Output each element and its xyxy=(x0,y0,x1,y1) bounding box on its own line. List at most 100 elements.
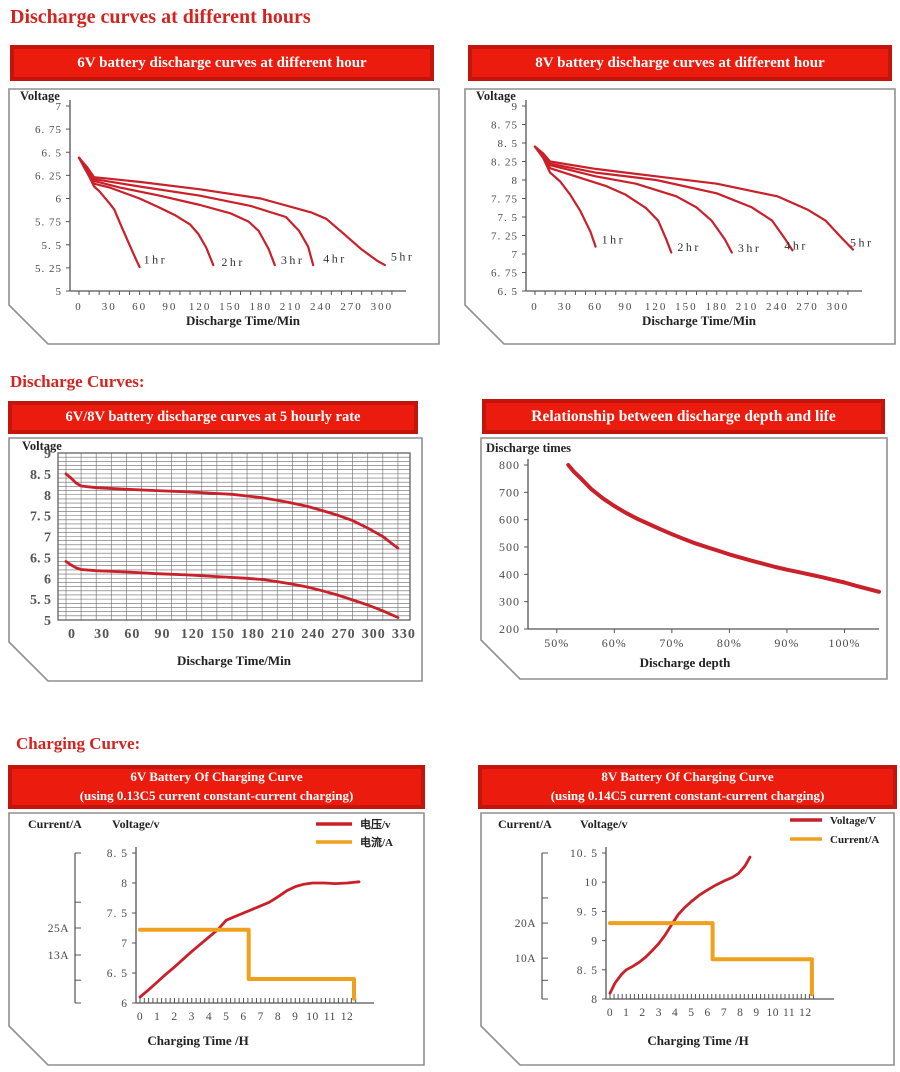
svg-text:6. 5: 6. 5 xyxy=(107,968,128,980)
chart-panel-6v-discharge: 7 6. 75 6. 5 6. 25 6 5. 75 5. 5 5. 25 5 0 30 60 90 12… xyxy=(8,88,440,345)
svg-text:Voltage: Voltage xyxy=(22,439,62,453)
svg-text:10: 10 xyxy=(306,1011,319,1023)
svg-text:9. 5: 9. 5 xyxy=(577,906,598,918)
section-heading-charging-curve: Charging Curve: xyxy=(16,734,141,753)
svg-text:120: 120 xyxy=(645,301,668,313)
svg-text:200: 200 xyxy=(499,622,520,636)
svg-text:8: 8 xyxy=(121,878,128,890)
svg-text:Voltage: Voltage xyxy=(20,89,60,103)
svg-text:20A: 20A xyxy=(515,918,537,930)
svg-text:Discharge depth: Discharge depth xyxy=(640,655,731,670)
svg-text:7: 7 xyxy=(258,1011,264,1023)
svg-text:Discharge times: Discharge times xyxy=(486,441,571,455)
svg-text:60: 60 xyxy=(588,301,603,313)
svg-text:6. 75: 6. 75 xyxy=(35,124,62,136)
chart-header-6v-discharge-label: 6V battery discharge curves at different… xyxy=(77,54,367,71)
svg-text:5hr: 5hr xyxy=(391,249,415,263)
svg-text:1hr: 1hr xyxy=(144,252,168,266)
svg-text:7. 25: 7. 25 xyxy=(491,231,518,243)
svg-text:Voltage: Voltage xyxy=(476,89,516,103)
svg-text:240: 240 xyxy=(766,301,789,313)
svg-text:100%: 100% xyxy=(828,636,860,650)
svg-text:7: 7 xyxy=(512,249,519,261)
chart-header-depth-life: Relationship between discharge depth and… xyxy=(482,399,885,434)
svg-text:Discharge Time/Min: Discharge Time/Min xyxy=(177,653,292,668)
svg-text:8. 5: 8. 5 xyxy=(30,468,51,483)
svg-text:8: 8 xyxy=(275,1011,281,1023)
svg-text:7: 7 xyxy=(56,101,63,113)
svg-text:30: 30 xyxy=(94,627,110,642)
svg-text:0: 0 xyxy=(75,301,83,313)
svg-text:Current/A: Current/A xyxy=(830,834,879,846)
svg-text:180: 180 xyxy=(249,301,272,313)
svg-text:电流/A: 电流/A xyxy=(360,835,393,849)
svg-text:1: 1 xyxy=(623,1007,629,1019)
svg-text:60%: 60% xyxy=(602,636,627,650)
svg-text:7. 5: 7. 5 xyxy=(107,908,128,920)
svg-text:90: 90 xyxy=(162,301,177,313)
svg-text:330: 330 xyxy=(392,627,416,642)
svg-text:8: 8 xyxy=(591,994,598,1006)
section-heading-discharge-curves: Discharge Curves: xyxy=(10,372,145,391)
svg-text:10A: 10A xyxy=(515,953,537,965)
svg-text:400: 400 xyxy=(499,567,520,581)
svg-text:5: 5 xyxy=(56,286,63,298)
svg-text:180: 180 xyxy=(241,627,265,642)
chart-panel-depth-life: 800 700 600 500 400 300 200 50% 60% 70% 80% 90% 100%… xyxy=(480,437,888,680)
chart-header-8v-charging-title: 8V Battery Of Charging Curve xyxy=(601,769,774,785)
svg-text:210: 210 xyxy=(280,301,303,313)
svg-text:60: 60 xyxy=(124,627,140,642)
svg-text:8. 5: 8. 5 xyxy=(107,848,128,860)
svg-text:0: 0 xyxy=(531,301,539,313)
chart-svg-charging-6v: 8. 587. 576. 560 1 2 3 4 5 6 7 8 9 10 11 1225A13A电压/… xyxy=(8,812,425,1066)
svg-text:8: 8 xyxy=(737,1007,743,1019)
svg-text:300: 300 xyxy=(362,627,386,642)
svg-text:11: 11 xyxy=(783,1007,795,1019)
svg-text:Discharge Time/Min: Discharge Time/Min xyxy=(186,313,301,328)
svg-text:70%: 70% xyxy=(659,636,684,650)
svg-text:7: 7 xyxy=(121,938,128,950)
svg-text:12: 12 xyxy=(799,1007,812,1019)
svg-text:3: 3 xyxy=(656,1007,662,1019)
svg-text:240: 240 xyxy=(301,627,325,642)
svg-text:6: 6 xyxy=(44,572,51,587)
svg-text:7: 7 xyxy=(44,531,51,546)
svg-text:9: 9 xyxy=(512,101,519,113)
svg-text:300: 300 xyxy=(827,301,850,313)
svg-text:9: 9 xyxy=(753,1007,759,1019)
svg-text:90: 90 xyxy=(155,627,171,642)
chart-panel-8v-charging: 10. 5 10 9. 5 9 8. 5 8 0 1 2 3 4 5 6 7 8 9 10 11 12 20A 10A V… xyxy=(480,812,895,1066)
svg-text:6. 5: 6. 5 xyxy=(42,147,63,159)
svg-text:5hr: 5hr xyxy=(850,236,874,250)
svg-text:90%: 90% xyxy=(774,636,799,650)
svg-text:6: 6 xyxy=(240,1011,246,1023)
svg-text:300: 300 xyxy=(499,595,520,609)
svg-text:4hr: 4hr xyxy=(323,251,347,265)
svg-text:8. 25: 8. 25 xyxy=(491,157,518,169)
svg-text:3: 3 xyxy=(189,1011,195,1023)
chart-header-8v-charging-subtitle: (using 0.14C5 current constant-current c… xyxy=(550,788,825,803)
svg-text:700: 700 xyxy=(499,485,520,499)
svg-text:270: 270 xyxy=(340,301,363,313)
svg-text:1hr: 1hr xyxy=(602,233,626,247)
svg-text:600: 600 xyxy=(499,513,520,527)
chart-svg-discharge-5hr-rate: 9 8. 5 8 7. 5 7 6. 5 6 5. 5 5 0 30 60 90 120 150 180 210… xyxy=(8,437,423,682)
svg-text:6: 6 xyxy=(56,194,63,206)
svg-text:6. 25: 6. 25 xyxy=(35,170,62,182)
svg-text:30: 30 xyxy=(558,301,573,313)
svg-text:9: 9 xyxy=(591,936,598,948)
svg-text:210: 210 xyxy=(271,627,295,642)
chart-svg-discharge-6v: 7 6. 75 6. 5 6. 25 6 5. 75 5. 5 5. 25 50 30 60 90 12… xyxy=(8,88,440,345)
svg-text:150: 150 xyxy=(675,301,698,313)
svg-text:2hr: 2hr xyxy=(221,255,245,269)
svg-text:2hr: 2hr xyxy=(677,240,701,254)
svg-text:Voltage/V: Voltage/V xyxy=(830,815,876,827)
chart-header-6v-discharge: 6V battery discharge curves at different… xyxy=(10,45,434,81)
svg-text:Charging Time /H: Charging Time /H xyxy=(147,1033,248,1048)
chart-header-6v-charging-subtitle: (using 0.13C5 current constant-current c… xyxy=(79,788,354,803)
svg-text:6: 6 xyxy=(705,1007,711,1019)
svg-text:8: 8 xyxy=(512,175,519,187)
svg-text:150: 150 xyxy=(211,627,235,642)
svg-text:210: 210 xyxy=(736,301,759,313)
